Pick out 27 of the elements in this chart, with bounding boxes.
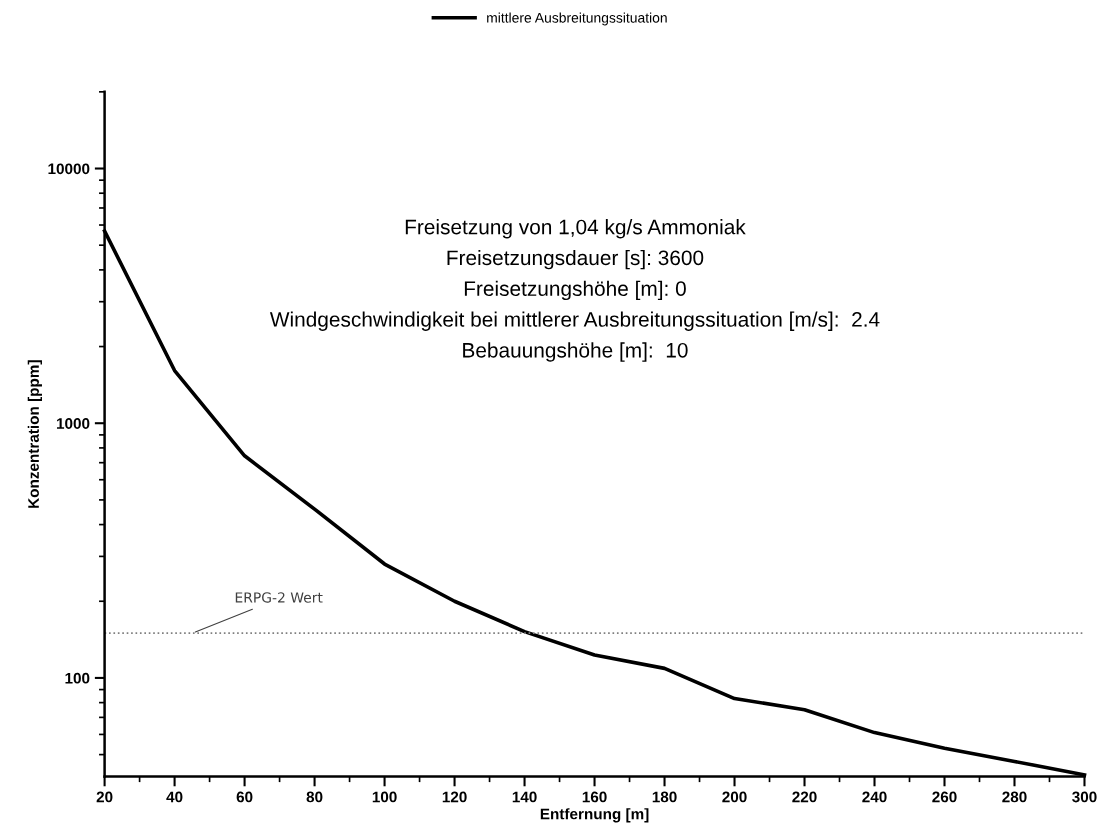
annotation: Freisetzungshöhe [m]: 0	[464, 280, 686, 301]
y-axis-title: Konzentration [ppm]	[27, 360, 42, 508]
x-axis-title: Entfernung [m]	[540, 808, 649, 823]
x-tick-label: 80	[306, 791, 323, 803]
x-tick-label: 260	[932, 791, 957, 803]
x-tick-label: 100	[372, 791, 397, 803]
x-tick-label: 20	[96, 791, 113, 803]
x-tick-label: 220	[792, 791, 817, 803]
x-tick-label: 120	[442, 791, 467, 803]
ref-line-label: ERPG-2 Wert	[235, 592, 323, 603]
y-tick-label: 10000	[48, 163, 90, 175]
x-tick-label: 160	[582, 791, 607, 803]
x-tick-label: 180	[652, 791, 677, 803]
annotation: Windgeschwindigkeit bei mittlerer Ausbreitungssituation [m/s]: 2.4	[269, 311, 880, 331]
legend-label: mittlere Ausbreitungssituation	[487, 12, 667, 26]
x-tick-label: 240	[862, 791, 887, 803]
y-tick-label: 100	[65, 672, 90, 684]
x-tick-label: 40	[166, 791, 183, 803]
y-tick-label: 1000	[56, 418, 90, 429]
annotation: Freisetzungsdauer [s]: 3600	[447, 249, 704, 270]
x-tick-label: 60	[236, 791, 253, 803]
annotation: Freisetzung von 1,04 kg/s Ammoniak	[405, 219, 746, 239]
x-tick-label: 300	[1072, 791, 1097, 803]
x-tick-label: 280	[1002, 791, 1027, 803]
annotation: Bebauungshöhe [m]: 10	[463, 342, 688, 362]
x-tick-label: 200	[722, 791, 747, 803]
x-tick-label: 140	[512, 791, 537, 803]
